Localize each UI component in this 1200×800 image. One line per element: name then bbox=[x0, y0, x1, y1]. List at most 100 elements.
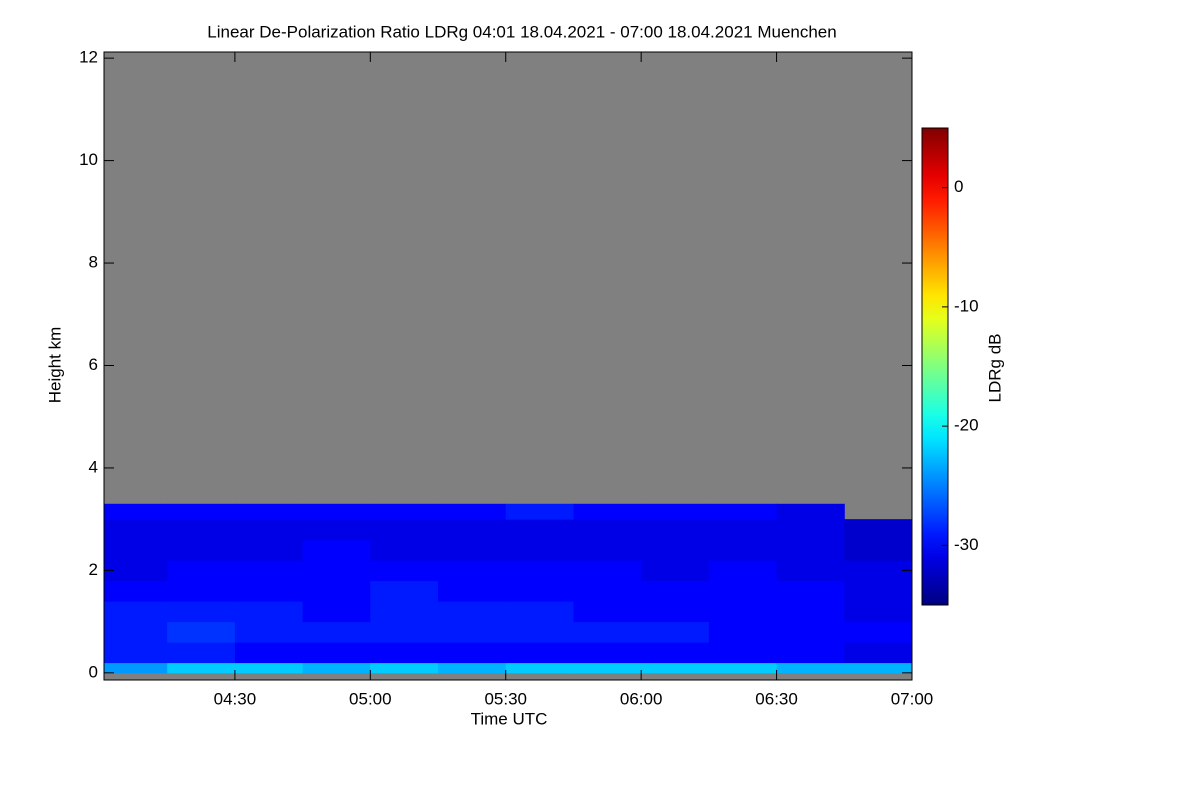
heat-cell bbox=[641, 539, 710, 561]
heat-cell bbox=[370, 503, 439, 520]
heat-cell bbox=[370, 560, 439, 582]
heat-cell bbox=[776, 621, 845, 643]
heat-cell bbox=[844, 560, 913, 582]
heat-cell bbox=[641, 601, 710, 623]
heat-cell bbox=[573, 662, 642, 674]
heat-cell bbox=[438, 621, 507, 643]
heat-cell bbox=[438, 560, 507, 582]
heat-cell bbox=[505, 539, 574, 561]
heat-cell bbox=[234, 503, 304, 520]
chart-title: Linear De-Polarization Ratio LDRg 04:01 … bbox=[207, 22, 836, 41]
heat-cell bbox=[167, 519, 236, 541]
colorbar-tick-label: -10 bbox=[954, 296, 979, 315]
heat-cell bbox=[776, 601, 845, 623]
heat-cell bbox=[438, 519, 507, 541]
heat-cell bbox=[844, 601, 913, 623]
heat-cell bbox=[370, 601, 439, 623]
heat-cell bbox=[776, 662, 845, 674]
y-tick-label: 2 bbox=[89, 560, 98, 579]
heat-cell bbox=[505, 503, 574, 520]
heat-cell bbox=[438, 642, 507, 664]
y-tick-label: 6 bbox=[89, 355, 98, 374]
heat-cell bbox=[708, 503, 778, 520]
heat-cell bbox=[104, 519, 168, 541]
heat-cell bbox=[167, 621, 236, 643]
heat-cell bbox=[641, 580, 710, 602]
heat-cell bbox=[844, 539, 913, 561]
heat-cell bbox=[167, 601, 236, 623]
colorbar-tick-label: -30 bbox=[954, 535, 979, 554]
heat-cell bbox=[370, 519, 439, 541]
heat-cell bbox=[302, 539, 371, 561]
heat-cell bbox=[708, 621, 778, 643]
heat-cell bbox=[505, 662, 574, 674]
x-tick-label: 06:00 bbox=[620, 689, 663, 708]
heat-cell bbox=[438, 662, 507, 674]
heat-cell bbox=[708, 642, 778, 664]
heat-cell bbox=[370, 621, 439, 643]
heat-cell bbox=[573, 560, 642, 582]
heat-cell bbox=[234, 580, 304, 602]
heat-cell bbox=[573, 621, 642, 643]
x-tick-label: 06:30 bbox=[755, 689, 798, 708]
y-tick-label: 8 bbox=[89, 253, 98, 272]
heat-cell bbox=[708, 662, 778, 674]
heat-cell bbox=[234, 539, 304, 561]
heat-cell bbox=[505, 621, 574, 643]
heat-cell bbox=[234, 601, 304, 623]
heat-cell bbox=[505, 560, 574, 582]
heat-cell bbox=[776, 580, 845, 602]
x-tick-label: 05:00 bbox=[349, 689, 392, 708]
x-tick-label: 05:30 bbox=[484, 689, 527, 708]
heat-cell bbox=[641, 662, 710, 674]
heat-cell bbox=[844, 621, 913, 643]
heat-cell bbox=[708, 519, 778, 541]
heat-cell bbox=[573, 539, 642, 561]
heat-cell bbox=[104, 642, 168, 664]
heat-cell bbox=[370, 580, 439, 602]
y-tick-label: 4 bbox=[89, 457, 98, 476]
heat-cell bbox=[573, 503, 642, 520]
heat-cell bbox=[708, 601, 778, 623]
heat-cell bbox=[104, 560, 168, 582]
heat-cell bbox=[104, 503, 168, 520]
heat-cell bbox=[641, 621, 710, 643]
heat-cell bbox=[302, 621, 371, 643]
heat-cell bbox=[505, 580, 574, 602]
heat-cell bbox=[776, 560, 845, 582]
x-tick-label: 04:30 bbox=[214, 689, 257, 708]
heat-cell bbox=[708, 560, 778, 582]
heat-cell bbox=[302, 580, 371, 602]
heat-cell bbox=[370, 539, 439, 561]
heat-cell bbox=[234, 642, 304, 664]
heat-cell bbox=[573, 580, 642, 602]
heat-cell bbox=[844, 580, 913, 602]
heat-cell bbox=[234, 662, 304, 674]
heat-cell bbox=[708, 539, 778, 561]
heat-cell bbox=[167, 503, 236, 520]
heat-cell bbox=[505, 642, 574, 664]
heat-cell bbox=[302, 519, 371, 541]
heat-cell bbox=[104, 601, 168, 623]
plot-frame bbox=[103, 51, 913, 681]
colorbar bbox=[921, 127, 949, 606]
heat-cell bbox=[641, 560, 710, 582]
y-tick-label: 12 bbox=[79, 48, 98, 67]
colorbar-tick-label: -20 bbox=[954, 416, 979, 435]
heat-cell bbox=[370, 662, 439, 674]
heat-cell bbox=[573, 601, 642, 623]
heat-cell bbox=[302, 601, 371, 623]
heat-cell bbox=[505, 519, 574, 541]
y-tick-label: 0 bbox=[89, 662, 98, 681]
heat-cell bbox=[776, 503, 845, 520]
heat-cell bbox=[641, 642, 710, 664]
heat-cell bbox=[438, 601, 507, 623]
heat-cell bbox=[167, 560, 236, 582]
heat-cell bbox=[370, 642, 439, 664]
heat-cell bbox=[302, 642, 371, 664]
heat-cell bbox=[167, 642, 236, 664]
heat-cell bbox=[641, 519, 710, 541]
heat-cell bbox=[708, 580, 778, 602]
y-tick-label: 10 bbox=[79, 150, 98, 169]
